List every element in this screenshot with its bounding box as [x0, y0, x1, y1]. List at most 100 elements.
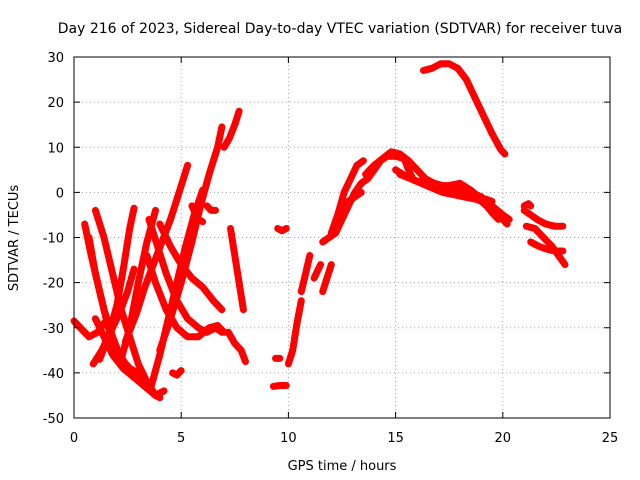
data-point	[198, 200, 205, 206]
y-tick-label: 0	[56, 186, 64, 201]
data-point	[319, 288, 326, 295]
data-point	[170, 289, 177, 296]
data-point	[179, 276, 185, 283]
data-point	[559, 248, 566, 254]
data-point	[322, 280, 329, 287]
data-point	[98, 225, 105, 232]
data-point	[233, 116, 240, 123]
data-point	[96, 356, 103, 363]
data-point	[118, 305, 125, 312]
data-point	[113, 345, 120, 352]
data-point	[153, 363, 160, 370]
data-point	[196, 205, 203, 212]
data-point	[184, 234, 191, 241]
data-point	[236, 108, 243, 115]
data-markers	[71, 60, 568, 401]
markers-arc-18	[221, 108, 243, 151]
chart-title: Day 216 of 2023, Sidereal Day-to-day VTE…	[58, 21, 622, 37]
data-point	[207, 168, 213, 175]
data-point	[154, 360, 161, 367]
data-point	[141, 284, 148, 291]
trace-arc-30	[338, 188, 365, 210]
markers-arc-14	[156, 221, 225, 313]
data-point	[328, 261, 335, 268]
data-point	[128, 274, 135, 281]
data-point	[523, 223, 530, 230]
data-point	[151, 258, 158, 265]
data-point	[339, 216, 345, 223]
data-point	[160, 335, 167, 342]
data-point	[125, 330, 132, 337]
data-point	[103, 243, 110, 250]
data-point	[104, 249, 111, 256]
data-point	[160, 298, 166, 305]
data-point	[92, 207, 99, 214]
data-point	[126, 283, 133, 289]
data-point	[176, 189, 183, 196]
data-point	[101, 237, 108, 244]
data-point	[197, 202, 204, 209]
data-point	[169, 210, 176, 217]
data-point	[208, 162, 215, 169]
data-point	[420, 67, 427, 74]
data-point	[336, 206, 343, 213]
data-point	[147, 219, 153, 226]
data-point	[306, 255, 313, 262]
data-point	[529, 224, 536, 231]
data-point	[320, 285, 327, 292]
data-point	[118, 353, 125, 360]
data-point	[194, 213, 201, 220]
data-point	[110, 273, 117, 280]
data-point	[192, 224, 199, 230]
data-point	[338, 197, 345, 204]
data-point	[231, 121, 238, 128]
data-point	[396, 171, 403, 178]
data-point	[348, 173, 355, 180]
data-point	[350, 170, 357, 177]
data-point	[157, 293, 164, 300]
data-point	[121, 297, 128, 304]
data-point	[410, 177, 417, 183]
data-point	[159, 258, 166, 265]
data-point	[178, 367, 185, 374]
data-point	[213, 147, 220, 154]
data-point	[100, 231, 107, 238]
data-point	[184, 162, 191, 169]
data-point	[170, 307, 176, 314]
data-point	[221, 144, 228, 151]
data-point	[120, 347, 127, 354]
y-tick-label: -40	[43, 367, 64, 382]
data-point	[347, 175, 354, 182]
y-tick-label: 10	[47, 141, 64, 156]
data-point	[176, 285, 183, 292]
data-point	[332, 218, 339, 224]
data-point	[92, 270, 99, 277]
data-point	[545, 246, 552, 253]
data-point	[105, 252, 112, 259]
data-point	[174, 195, 181, 202]
data-point	[283, 225, 290, 232]
data-point	[183, 165, 190, 172]
data-point	[206, 171, 213, 178]
data-point	[147, 222, 154, 229]
data-point	[136, 273, 143, 280]
data-point	[305, 258, 312, 265]
data-point	[100, 303, 107, 310]
data-point	[128, 339, 135, 346]
data-point	[106, 255, 112, 262]
data-point	[190, 233, 197, 239]
data-point	[542, 221, 549, 227]
data-point	[112, 342, 119, 349]
data-point	[163, 270, 170, 277]
data-point	[202, 185, 209, 192]
data-point	[343, 184, 350, 190]
data-point	[238, 347, 245, 354]
data-point	[495, 216, 502, 223]
data-point	[124, 332, 131, 339]
data-point	[184, 237, 190, 244]
data-point	[167, 216, 174, 223]
data-point	[212, 207, 219, 214]
y-tick-label: 30	[47, 51, 64, 66]
data-point	[189, 236, 196, 242]
data-point	[185, 250, 192, 257]
